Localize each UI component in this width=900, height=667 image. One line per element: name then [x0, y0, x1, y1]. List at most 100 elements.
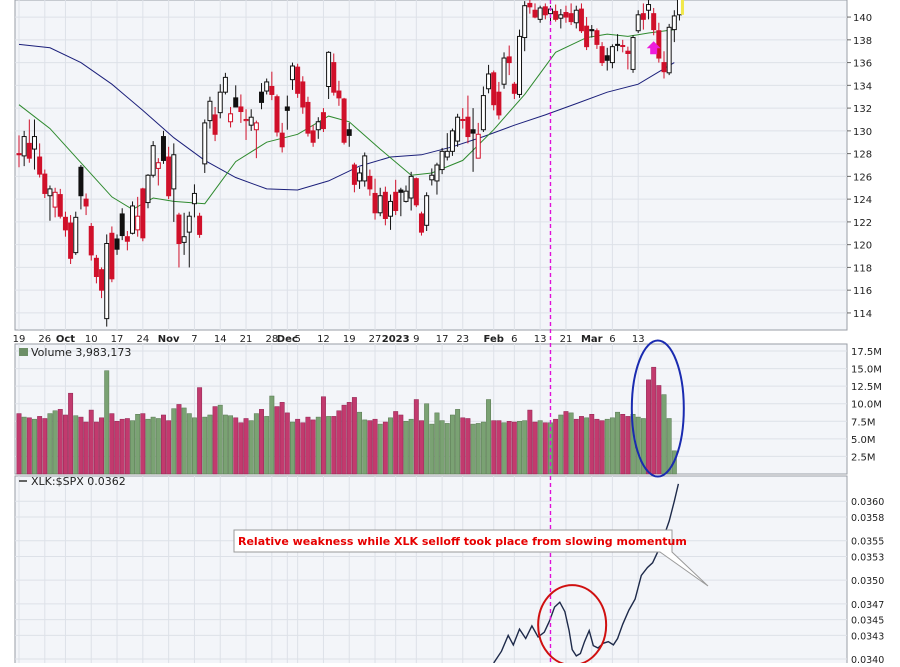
- volume-bar: [475, 423, 481, 475]
- volume-bar: [320, 396, 326, 475]
- candle-body: [584, 25, 590, 48]
- candle-body: [88, 225, 94, 256]
- volume-bar: [362, 419, 368, 475]
- candle: [542, 3, 548, 20]
- candle-body: [537, 7, 543, 20]
- volume-bar: [130, 420, 135, 475]
- date-tick-label: Feb: [484, 334, 504, 345]
- ma-long-line: [18, 43, 675, 191]
- candle-body: [532, 9, 538, 18]
- candle-body: [589, 29, 595, 32]
- candle: [491, 70, 497, 111]
- candle-body: [135, 215, 141, 231]
- price-tick-label: 134: [853, 81, 872, 92]
- axis-labels: 1141161181201221241261281301321341361381…: [13, 13, 885, 666]
- candle: [568, 3, 574, 26]
- volume-bar: [176, 404, 182, 475]
- volume-bar: [166, 420, 172, 475]
- candle: [573, 5, 579, 29]
- candle-body: [212, 114, 218, 135]
- date-tick-label: 12: [317, 334, 330, 345]
- candle: [269, 71, 275, 101]
- candle: [486, 64, 492, 94]
- candle-body: [228, 113, 234, 123]
- volume-bar: [150, 416, 156, 475]
- volume-bar: [114, 421, 120, 475]
- date-tick-label: 6: [511, 334, 517, 345]
- date-tick-label: Dec: [277, 334, 298, 345]
- volume-bar: [62, 414, 68, 475]
- candle-body: [197, 215, 203, 235]
- candle-body: [68, 222, 74, 259]
- volume-tick-label: 5.0M: [851, 435, 876, 446]
- ratio-tick-label: 0.0343: [851, 631, 884, 642]
- candle: [305, 96, 311, 137]
- candle-body: [511, 83, 517, 94]
- volume-bar: [259, 409, 264, 475]
- candle-body: [130, 205, 136, 234]
- candle: [57, 188, 63, 219]
- volume-bar: [233, 417, 239, 475]
- volume-spike-circle: [630, 339, 685, 478]
- volume-tick-label: 17.5M: [851, 347, 882, 358]
- candle-body: [145, 174, 151, 204]
- volume-bar: [615, 411, 621, 475]
- date-tick-label: 2023: [382, 334, 410, 345]
- candle-body: [620, 45, 626, 48]
- candle-body: [480, 95, 486, 131]
- volume-bar: [346, 402, 352, 475]
- candle-body: [398, 189, 404, 193]
- candle: [274, 94, 280, 137]
- volume-bar: [568, 412, 574, 475]
- candle: [150, 141, 156, 178]
- candle-body: [625, 50, 631, 54]
- candle-body: [578, 8, 584, 32]
- volume-bar: [26, 417, 32, 475]
- candle: [155, 158, 161, 186]
- candle: [496, 81, 502, 120]
- volume-bar: [295, 418, 301, 475]
- candle-body: [243, 118, 249, 122]
- ratio-tick-label: 0.0358: [851, 513, 884, 524]
- volume-bar: [558, 414, 564, 475]
- volume-bar: [661, 394, 667, 475]
- candle: [449, 128, 455, 156]
- volume-bar: [382, 421, 388, 475]
- candle: [424, 192, 430, 231]
- candle: [300, 76, 306, 114]
- price-tick-label: 140: [853, 13, 872, 24]
- volume-bar: [222, 414, 228, 475]
- candle-body: [568, 13, 574, 23]
- candle: [651, 7, 657, 36]
- candle: [408, 171, 414, 211]
- candle: [93, 254, 99, 284]
- candle-body: [109, 232, 115, 280]
- candle-body: [83, 198, 89, 207]
- volume-tick-label: 2.5M: [851, 452, 876, 463]
- candle: [615, 34, 621, 52]
- candle-body: [31, 136, 37, 150]
- date-tick-label: 21: [560, 334, 573, 345]
- ratio-tick-label: 0.0350: [851, 576, 884, 587]
- volume-bars: [16, 366, 677, 475]
- volume-tick-label: 15.0M: [851, 365, 882, 376]
- candle-body: [52, 191, 58, 208]
- volume-bar: [501, 422, 507, 475]
- candle: [434, 162, 440, 195]
- volume-bar: [439, 420, 445, 475]
- candle-body: [300, 81, 306, 108]
- ratio-tick-label: 0.0355: [851, 537, 884, 548]
- annotation-box: [233, 529, 709, 587]
- candle: [78, 165, 84, 210]
- candle: [42, 169, 48, 198]
- date-tick-label: 9: [413, 334, 419, 345]
- volume-bar: [253, 413, 259, 475]
- volume-bar: [284, 412, 290, 475]
- candle: [506, 45, 512, 76]
- volume-bar: [491, 420, 497, 475]
- date-tick-label: 10: [85, 334, 98, 345]
- candle-body: [47, 188, 53, 197]
- date-tick-label: 13: [632, 334, 645, 345]
- volume-bar: [140, 413, 146, 475]
- volume-bar: [88, 409, 94, 475]
